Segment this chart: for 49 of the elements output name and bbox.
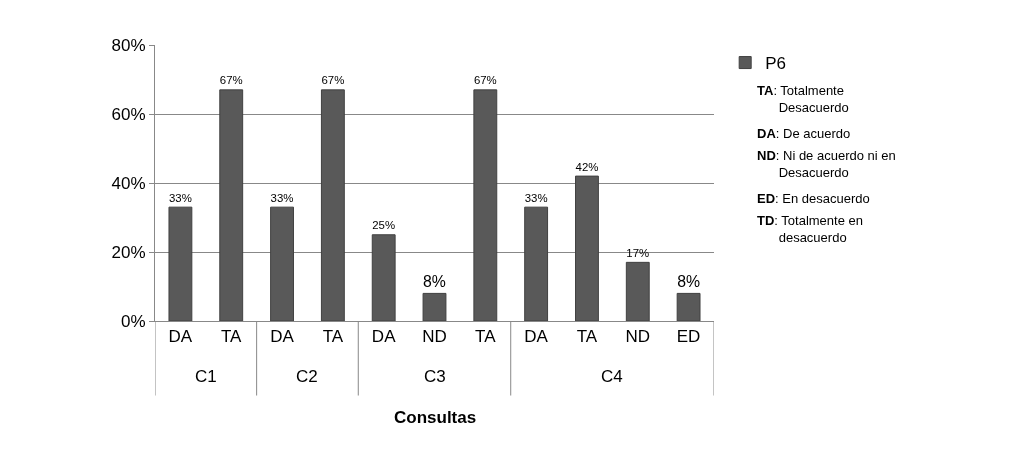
x-tick-label: TA bbox=[475, 327, 497, 347]
data-label: 67% bbox=[473, 74, 497, 87]
x-tick-label: TA bbox=[576, 327, 598, 347]
y-tick-label: 80% bbox=[111, 35, 146, 55]
text: C4 bbox=[601, 367, 623, 386]
text: DA: De acuerdo bbox=[757, 126, 851, 141]
x-tick-label: ND bbox=[625, 327, 651, 347]
bar bbox=[219, 89, 244, 321]
y-tick-label: 0% bbox=[121, 311, 146, 331]
bar bbox=[625, 261, 650, 321]
y-tick-label: 40% bbox=[111, 173, 146, 193]
x-tick-label: DA bbox=[524, 327, 549, 347]
bar bbox=[422, 292, 447, 321]
bar bbox=[473, 89, 498, 321]
text: C1 bbox=[195, 367, 217, 386]
x-tick-label: DA bbox=[270, 327, 295, 347]
text: ND: Ni de acuerdo ni en Desacuerdo bbox=[757, 148, 896, 180]
text: C3 bbox=[424, 367, 446, 386]
data-label: 33% bbox=[168, 191, 192, 204]
x-tick-label: DA bbox=[168, 327, 193, 347]
data-label: 33% bbox=[270, 191, 294, 204]
data-label: 8% bbox=[423, 272, 446, 290]
bar bbox=[320, 89, 345, 321]
data-label: 67% bbox=[219, 74, 243, 87]
bar bbox=[524, 206, 549, 321]
bar bbox=[575, 175, 599, 321]
bar bbox=[371, 234, 396, 321]
data-label: 17% bbox=[626, 246, 650, 259]
bar bbox=[168, 206, 193, 321]
x-axis-title: Consultas bbox=[394, 408, 477, 427]
text: ED: En desacuerdo bbox=[757, 191, 870, 206]
data-label: 33% bbox=[524, 191, 548, 204]
x-tick-label: ED bbox=[676, 327, 701, 347]
bar bbox=[676, 292, 701, 321]
data-label: 67% bbox=[321, 74, 345, 87]
x-tick-label: DA bbox=[371, 327, 397, 347]
text: C2 bbox=[296, 367, 318, 386]
x-tick-label: ND bbox=[422, 327, 447, 347]
data-label: 25% bbox=[372, 219, 396, 232]
text: TA: Totalmente Desacuerdo bbox=[757, 83, 849, 115]
x-tick-label: TA bbox=[221, 327, 243, 347]
text: TD: Totalmente en desacuerdo bbox=[757, 213, 863, 245]
y-tick-label: 20% bbox=[111, 242, 146, 262]
y-tick-label: 60% bbox=[111, 104, 146, 124]
data-label: 8% bbox=[677, 272, 701, 290]
bar bbox=[270, 206, 294, 321]
data-label: 42% bbox=[575, 160, 599, 173]
legend-label: P6 bbox=[765, 54, 786, 74]
x-tick-label: TA bbox=[322, 327, 344, 347]
